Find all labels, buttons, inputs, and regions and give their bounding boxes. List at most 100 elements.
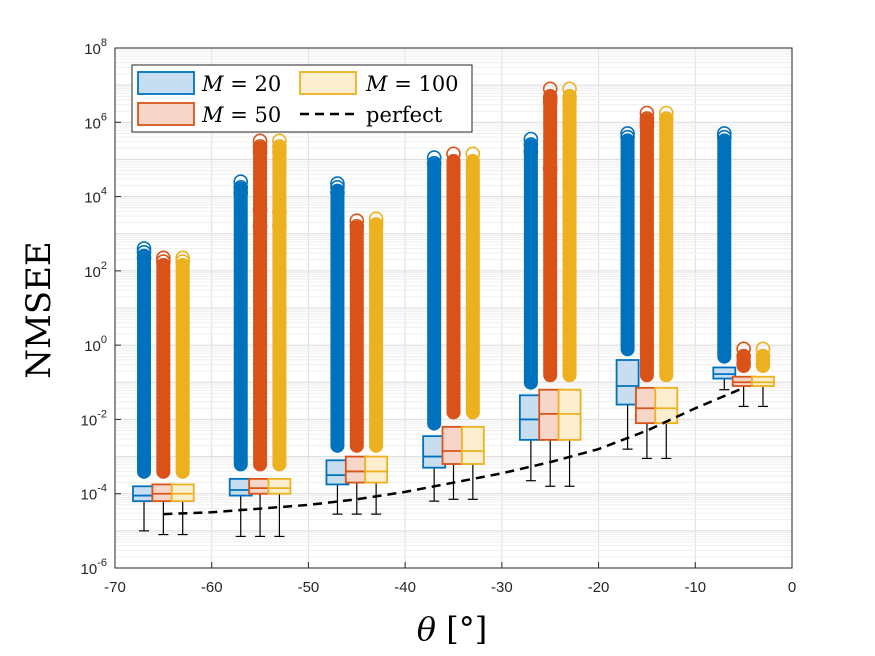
legend-swatch-m20 [137, 71, 195, 95]
x-tick-label: -70 [104, 579, 126, 596]
outlier-m20 [620, 129, 635, 145]
legend: M = 20 M = 100 M = 50 perfect [131, 64, 473, 133]
outlier-m20 [136, 244, 152, 260]
outlier-band-m50 [349, 220, 364, 453]
outlier-band-m20 [137, 248, 152, 479]
outlier-m100 [562, 90, 577, 106]
y-tick-label: 10-2 [81, 408, 107, 429]
outlier-band-m50 [253, 140, 268, 472]
x-tick-label: -50 [298, 579, 320, 596]
outlier-band-m20 [620, 133, 635, 357]
box-body-m100 [557, 388, 582, 441]
box-m50 [344, 213, 369, 515]
outlier-m50 [252, 133, 268, 149]
box-m50 [248, 133, 272, 538]
axes-frame [114, 47, 793, 569]
outlier-m50 [542, 94, 558, 110]
outlier-m100 [755, 348, 771, 364]
outlier-m20 [330, 185, 345, 201]
box-m100 [654, 105, 679, 460]
x-tick-label: -10 [684, 579, 706, 596]
y-tick-label: 100 [84, 334, 107, 355]
x-axis-label: θ [°] [417, 610, 487, 648]
outlier-m50 [349, 218, 365, 234]
outlier-m50 [542, 161, 558, 177]
box-m20 [228, 174, 253, 538]
outlier-m50 [446, 146, 461, 162]
outlier-m20 [330, 176, 345, 191]
perfect-curve [163, 386, 745, 516]
y-tick-label: 102 [84, 260, 107, 281]
box-m100 [557, 81, 582, 487]
outlier-band-m20 [233, 181, 248, 472]
outlier-m20 [426, 155, 442, 171]
outlier-m50 [639, 118, 655, 134]
outlier-band-m20 [427, 157, 442, 431]
outlier-m100 [562, 81, 577, 97]
y-tick-label: 10-4 [81, 483, 107, 504]
outlier-m100 [272, 133, 287, 149]
box-body-m100 [170, 483, 195, 503]
outlier-m20 [233, 185, 249, 201]
outlier-m20 [716, 126, 732, 141]
box-m20 [615, 126, 640, 450]
outlier-band-m100 [369, 218, 384, 453]
x-tick-label: -40 [394, 579, 416, 596]
legend-swatch-m100 [299, 71, 357, 95]
outlier-m50 [639, 111, 655, 126]
outlier-m50 [156, 250, 171, 266]
box-m50 [731, 341, 756, 408]
outlier-band-m20 [717, 133, 732, 364]
outlier-m100 [465, 146, 481, 162]
outlier-m50 [252, 139, 268, 154]
y-tick-label: 106 [84, 111, 107, 132]
outlier-m50 [542, 90, 558, 106]
box-m20 [422, 150, 447, 502]
outlier-band-m50 [639, 113, 654, 383]
outlier-band-m50 [156, 257, 171, 479]
outlier-m20 [136, 250, 152, 266]
outlier-m100 [368, 211, 384, 227]
box-m20 [325, 176, 350, 515]
outlier-band-m100 [562, 88, 577, 383]
x-tick-label: -60 [201, 579, 223, 596]
outlier-m100 [272, 139, 287, 154]
outlier-m100 [272, 144, 287, 160]
box-m20 [132, 241, 156, 532]
outlier-m100 [175, 250, 190, 266]
box-body-m20 [712, 366, 737, 380]
y-tick-label: 108 [84, 37, 107, 58]
box-body-m100 [364, 455, 389, 484]
outlier-m100 [175, 254, 190, 269]
box-m100 [751, 341, 775, 408]
box-m50 [635, 105, 659, 460]
x-tick-label: -20 [588, 579, 610, 596]
outlier-m50 [736, 356, 751, 372]
box-body-m20 [615, 359, 640, 406]
legend-label-perfect: perfect [366, 103, 443, 127]
legend-label-m50: M = 50 [201, 103, 281, 127]
outlier-m20 [233, 174, 249, 190]
outlier-m20 [330, 179, 345, 195]
box-body-m100 [751, 375, 775, 387]
outlier-band-m50 [543, 88, 558, 383]
y-tick-label: 10-6 [81, 557, 107, 578]
outlier-m20 [523, 137, 539, 152]
outlier-m20 [620, 126, 635, 141]
outlier-m50 [349, 213, 365, 229]
outlier-band-m20 [330, 183, 345, 453]
outlier-m100 [658, 111, 674, 126]
box-m50 [441, 146, 466, 500]
outlier-m20 [523, 144, 539, 160]
outlier-band-m100 [465, 153, 480, 420]
box-body-m100 [267, 477, 292, 495]
outlier-band-m20 [523, 139, 538, 390]
outlier-m100 [658, 105, 674, 121]
y-axis-label: NMSEE [19, 241, 59, 379]
box-m50 [151, 250, 176, 536]
outlier-m100 [755, 341, 771, 357]
box-m100 [460, 146, 485, 500]
box-body-m100 [654, 386, 679, 425]
outlier-m50 [639, 114, 655, 130]
outlier-m100 [272, 204, 287, 219]
